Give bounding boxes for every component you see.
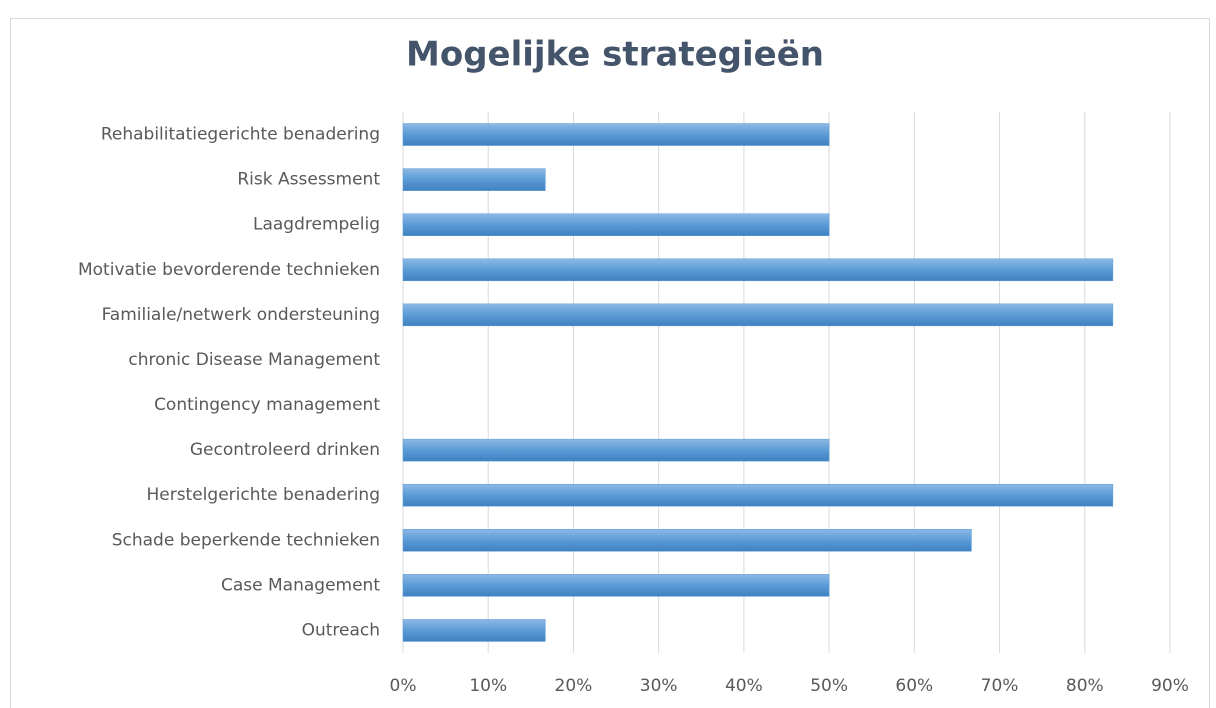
y-tick-label: chronic Disease Management — [128, 350, 380, 370]
x-tick-label: 20% — [555, 676, 593, 696]
bar — [402, 574, 830, 597]
bar — [402, 168, 546, 191]
x-tick-label: 10% — [469, 676, 507, 696]
x-tick-label: 60% — [895, 676, 933, 696]
y-tick-label: Contingency management — [154, 395, 380, 415]
bar — [402, 123, 830, 146]
bar — [402, 213, 830, 236]
x-tick-label: 0% — [390, 676, 417, 696]
bar — [402, 483, 1114, 507]
bar — [402, 438, 830, 462]
bar — [402, 303, 1114, 327]
x-tick-label: 80% — [1066, 676, 1104, 696]
y-tick-label: Motivatie bevorderende technieken — [78, 260, 380, 280]
y-tick-label: Rehabilitatiegerichte benadering — [101, 125, 380, 145]
bar — [402, 619, 546, 642]
bar — [402, 258, 1114, 282]
y-tick-label: Schade beperkende technieken — [112, 530, 380, 550]
chart-title: Mogelijke strategieën — [406, 35, 824, 75]
x-tick-label: 40% — [725, 676, 763, 696]
y-tick-label: Outreach — [302, 620, 380, 640]
x-tick-label: 70% — [981, 676, 1019, 696]
y-tick-label: Familiale/netwerk ondersteuning — [102, 305, 380, 325]
bar — [402, 529, 972, 552]
y-tick-label: Risk Assessment — [237, 170, 380, 190]
x-tick-label: 30% — [640, 676, 678, 696]
x-tick-label: 50% — [810, 676, 848, 696]
x-tick-label: 90% — [1151, 676, 1189, 696]
y-tick-label: Herstelgerichte benadering — [146, 485, 380, 505]
y-tick-label: Case Management — [221, 575, 380, 595]
y-tick-label: Gecontroleerd drinken — [190, 440, 380, 460]
y-tick-label: Laagdrempelig — [253, 215, 380, 235]
